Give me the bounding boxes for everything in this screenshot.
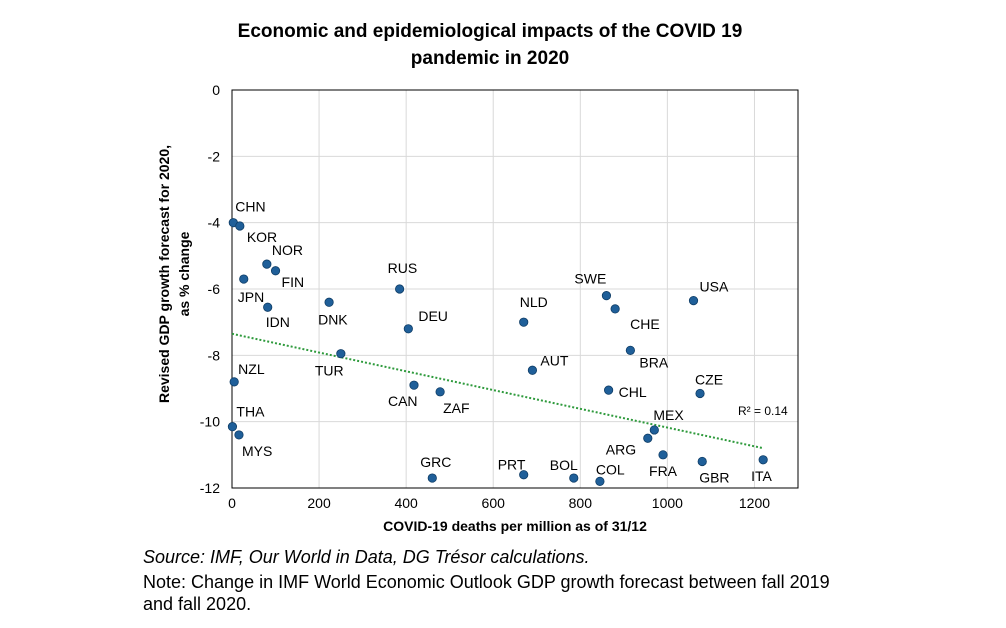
source-note: Source: IMF, Our World in Data, DG Tréso… — [143, 547, 590, 567]
point-label-rus: RUS — [388, 260, 418, 276]
point-label-bra: BRA — [639, 354, 668, 370]
x-tick-label: 1200 — [739, 495, 770, 511]
data-point-grc — [427, 473, 437, 483]
data-point-tha — [227, 422, 238, 432]
y-tick-label: -10 — [200, 414, 220, 430]
data-point-mys — [234, 430, 244, 440]
data-point-cze — [695, 388, 705, 399]
plot-frame — [231, 89, 799, 489]
data-point-deu — [403, 324, 413, 334]
scatter-chart: Economic and epidemiological impacts of … — [156, 21, 799, 534]
point-label-jpn: JPN — [238, 289, 264, 305]
data-point-fra — [658, 450, 668, 460]
data-point-prt — [519, 470, 529, 480]
data-point-ita — [758, 455, 768, 465]
y-tick-label: 0 — [212, 82, 220, 98]
data-point-che — [610, 304, 620, 314]
data-point-tur — [336, 349, 346, 359]
point-label-zaf: ZAF — [443, 400, 469, 416]
point-label-fra: FRA — [649, 463, 678, 479]
point-label-nor: NOR — [272, 242, 303, 258]
data-point-bol — [569, 473, 579, 483]
data-point-chl — [604, 385, 614, 395]
point-label-tha: THA — [236, 404, 265, 420]
point-label-idn: IDN — [266, 314, 290, 330]
point-label-grc: GRC — [420, 454, 451, 470]
data-point-usa — [688, 296, 699, 306]
point-label-col: COL — [596, 461, 625, 477]
point-label-usa: USA — [700, 279, 729, 295]
data-point-nzl — [229, 377, 239, 387]
point-label-fin: FIN — [282, 274, 305, 290]
trendline — [231, 332, 764, 450]
data-point-fin — [270, 266, 281, 276]
point-label-cze: CZE — [695, 371, 723, 387]
point-label-swe: SWE — [574, 271, 606, 287]
data-point-jpn — [239, 274, 249, 284]
y-tick-label: -2 — [208, 148, 221, 164]
point-label-prt: PRT — [498, 457, 526, 473]
point-label-chl: CHL — [619, 384, 647, 400]
y-tick-label: -12 — [200, 480, 220, 496]
data-point-can — [409, 380, 419, 390]
data-point-dnk — [324, 297, 334, 307]
point-label-tur: TUR — [315, 363, 344, 379]
point-label-deu: DEU — [418, 308, 448, 324]
point-label-ita: ITA — [751, 468, 772, 484]
data-point-bra — [625, 345, 635, 355]
y-axis-title-line-1: Revised GDP growth forecast for 2020, — [156, 145, 172, 403]
tick-labels: 0 200 400 600 800 1000 1200 0 -2 -4 -6 -8 -10 -12 — [200, 82, 770, 511]
data-point-idn — [263, 302, 273, 312]
data-point-mex — [649, 425, 659, 435]
point-label-nld: NLD — [520, 294, 548, 310]
data-point-rus — [395, 284, 405, 294]
x-axis-title: COVID-19 deaths per million as of 31/12 — [383, 518, 647, 534]
data-point-nor — [262, 259, 272, 269]
x-tick-label: 800 — [569, 495, 593, 511]
point-label-nzl: NZL — [238, 361, 265, 377]
data-point-zaf — [435, 387, 445, 397]
y-axis-title-line-2: as % change — [176, 231, 192, 316]
point-label-che: CHE — [630, 316, 660, 332]
chart-title-line-2: pandemic in 2020 — [411, 48, 569, 69]
data-point-col — [595, 476, 605, 486]
data-point-gbr — [697, 456, 707, 467]
point-label-gbr: GBR — [699, 469, 729, 485]
y-tick-label: -8 — [208, 347, 221, 363]
data-point-kor — [235, 221, 245, 231]
y-tick-label: -4 — [208, 215, 221, 231]
footnote: Note: Change in IMF World Economic Outlo… — [143, 572, 830, 614]
point-label-can: CAN — [388, 393, 418, 409]
x-tick-label: 0 — [228, 495, 236, 511]
point-label-aut: AUT — [540, 352, 568, 368]
data-point-arg — [643, 433, 653, 443]
data-point-swe — [601, 291, 612, 301]
point-label-dnk: DNK — [318, 311, 348, 327]
x-tick-label: 600 — [482, 495, 506, 511]
chart-title-line-1: Economic and epidemiological impacts of … — [238, 21, 743, 42]
point-label-chn: CHN — [235, 199, 265, 215]
point-label-arg: ARG — [606, 441, 636, 457]
point-label-mys: MYS — [242, 443, 272, 459]
point-label-mex: MEX — [653, 407, 684, 423]
y-tick-label: -6 — [208, 281, 221, 297]
data-point-aut — [527, 365, 538, 375]
x-tick-label: 200 — [307, 495, 331, 511]
r-squared-label: R² = 0.14 — [738, 404, 788, 418]
point-label-bol: BOL — [550, 457, 578, 473]
trendline-layer — [231, 332, 764, 450]
point-label-kor: KOR — [247, 229, 277, 245]
data-point-nld — [519, 317, 529, 327]
x-tick-label: 1000 — [652, 495, 683, 511]
x-tick-label: 400 — [394, 495, 418, 511]
